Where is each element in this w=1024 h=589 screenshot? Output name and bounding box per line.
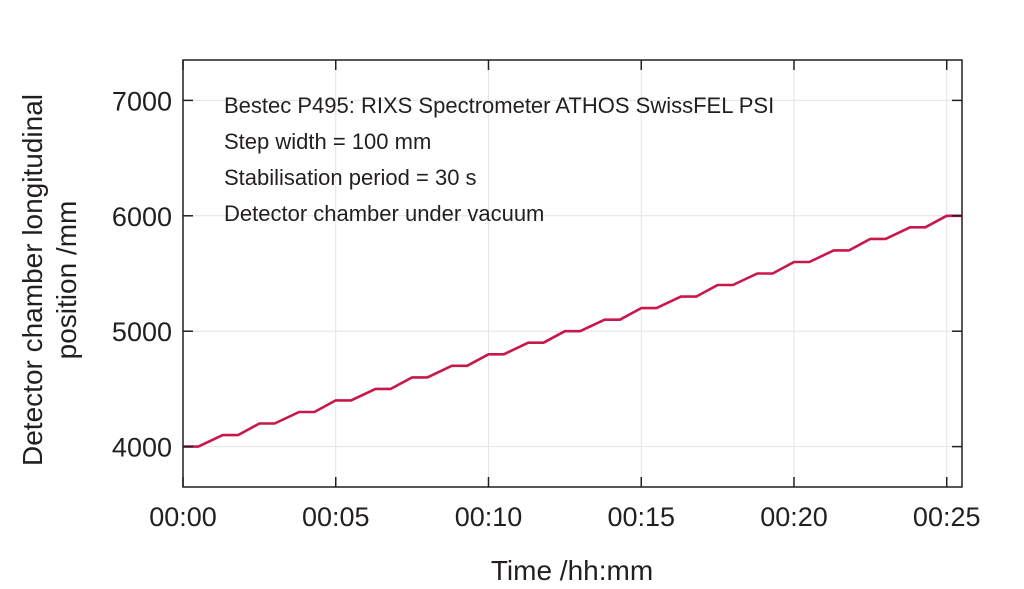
annotation-line: Step width = 100 mm: [224, 129, 431, 154]
annotation-line: Bestec P495: RIXS Spectrometer ATHOS Swi…: [224, 93, 774, 118]
y-tick-labels: 4000 5000 6000 7000: [112, 86, 172, 462]
x-tick-label: 00:25: [913, 502, 981, 532]
axis-ticks: [182, 60, 962, 487]
annotation-line: Detector chamber under vacuum: [224, 201, 544, 226]
y-axis-label-line-2: position /mm: [51, 201, 82, 360]
plot-frame: [182, 59, 963, 488]
y-axis-label: Detector chamber longitudinal position /…: [17, 94, 82, 466]
x-axis-label: Time /hh:mm: [491, 555, 653, 586]
annotations: Bestec P495: RIXS Spectrometer ATHOS Swi…: [224, 93, 774, 226]
y-tick-label: 6000: [112, 202, 172, 232]
x-tick-label: 00:20: [760, 502, 828, 532]
x-tick-label: 00:00: [149, 502, 217, 532]
x-tick-label: 00:05: [302, 502, 370, 532]
y-tick-label: 5000: [112, 317, 172, 347]
x-tick-labels: 00:00 00:05 00:10 00:15 00:20 00:25: [149, 502, 980, 532]
x-tick-label: 00:15: [607, 502, 675, 532]
series-group: [183, 214, 962, 448]
y-tick-label: 7000: [112, 86, 172, 116]
x-tick-label: 00:10: [455, 502, 523, 532]
grid-lines: [182, 60, 962, 487]
y-axis-label-line-1: Detector chamber longitudinal: [17, 94, 48, 466]
annotation-line: Stabilisation period = 30 s: [224, 165, 477, 190]
y-tick-label: 4000: [112, 433, 172, 463]
series-line: [183, 214, 962, 448]
